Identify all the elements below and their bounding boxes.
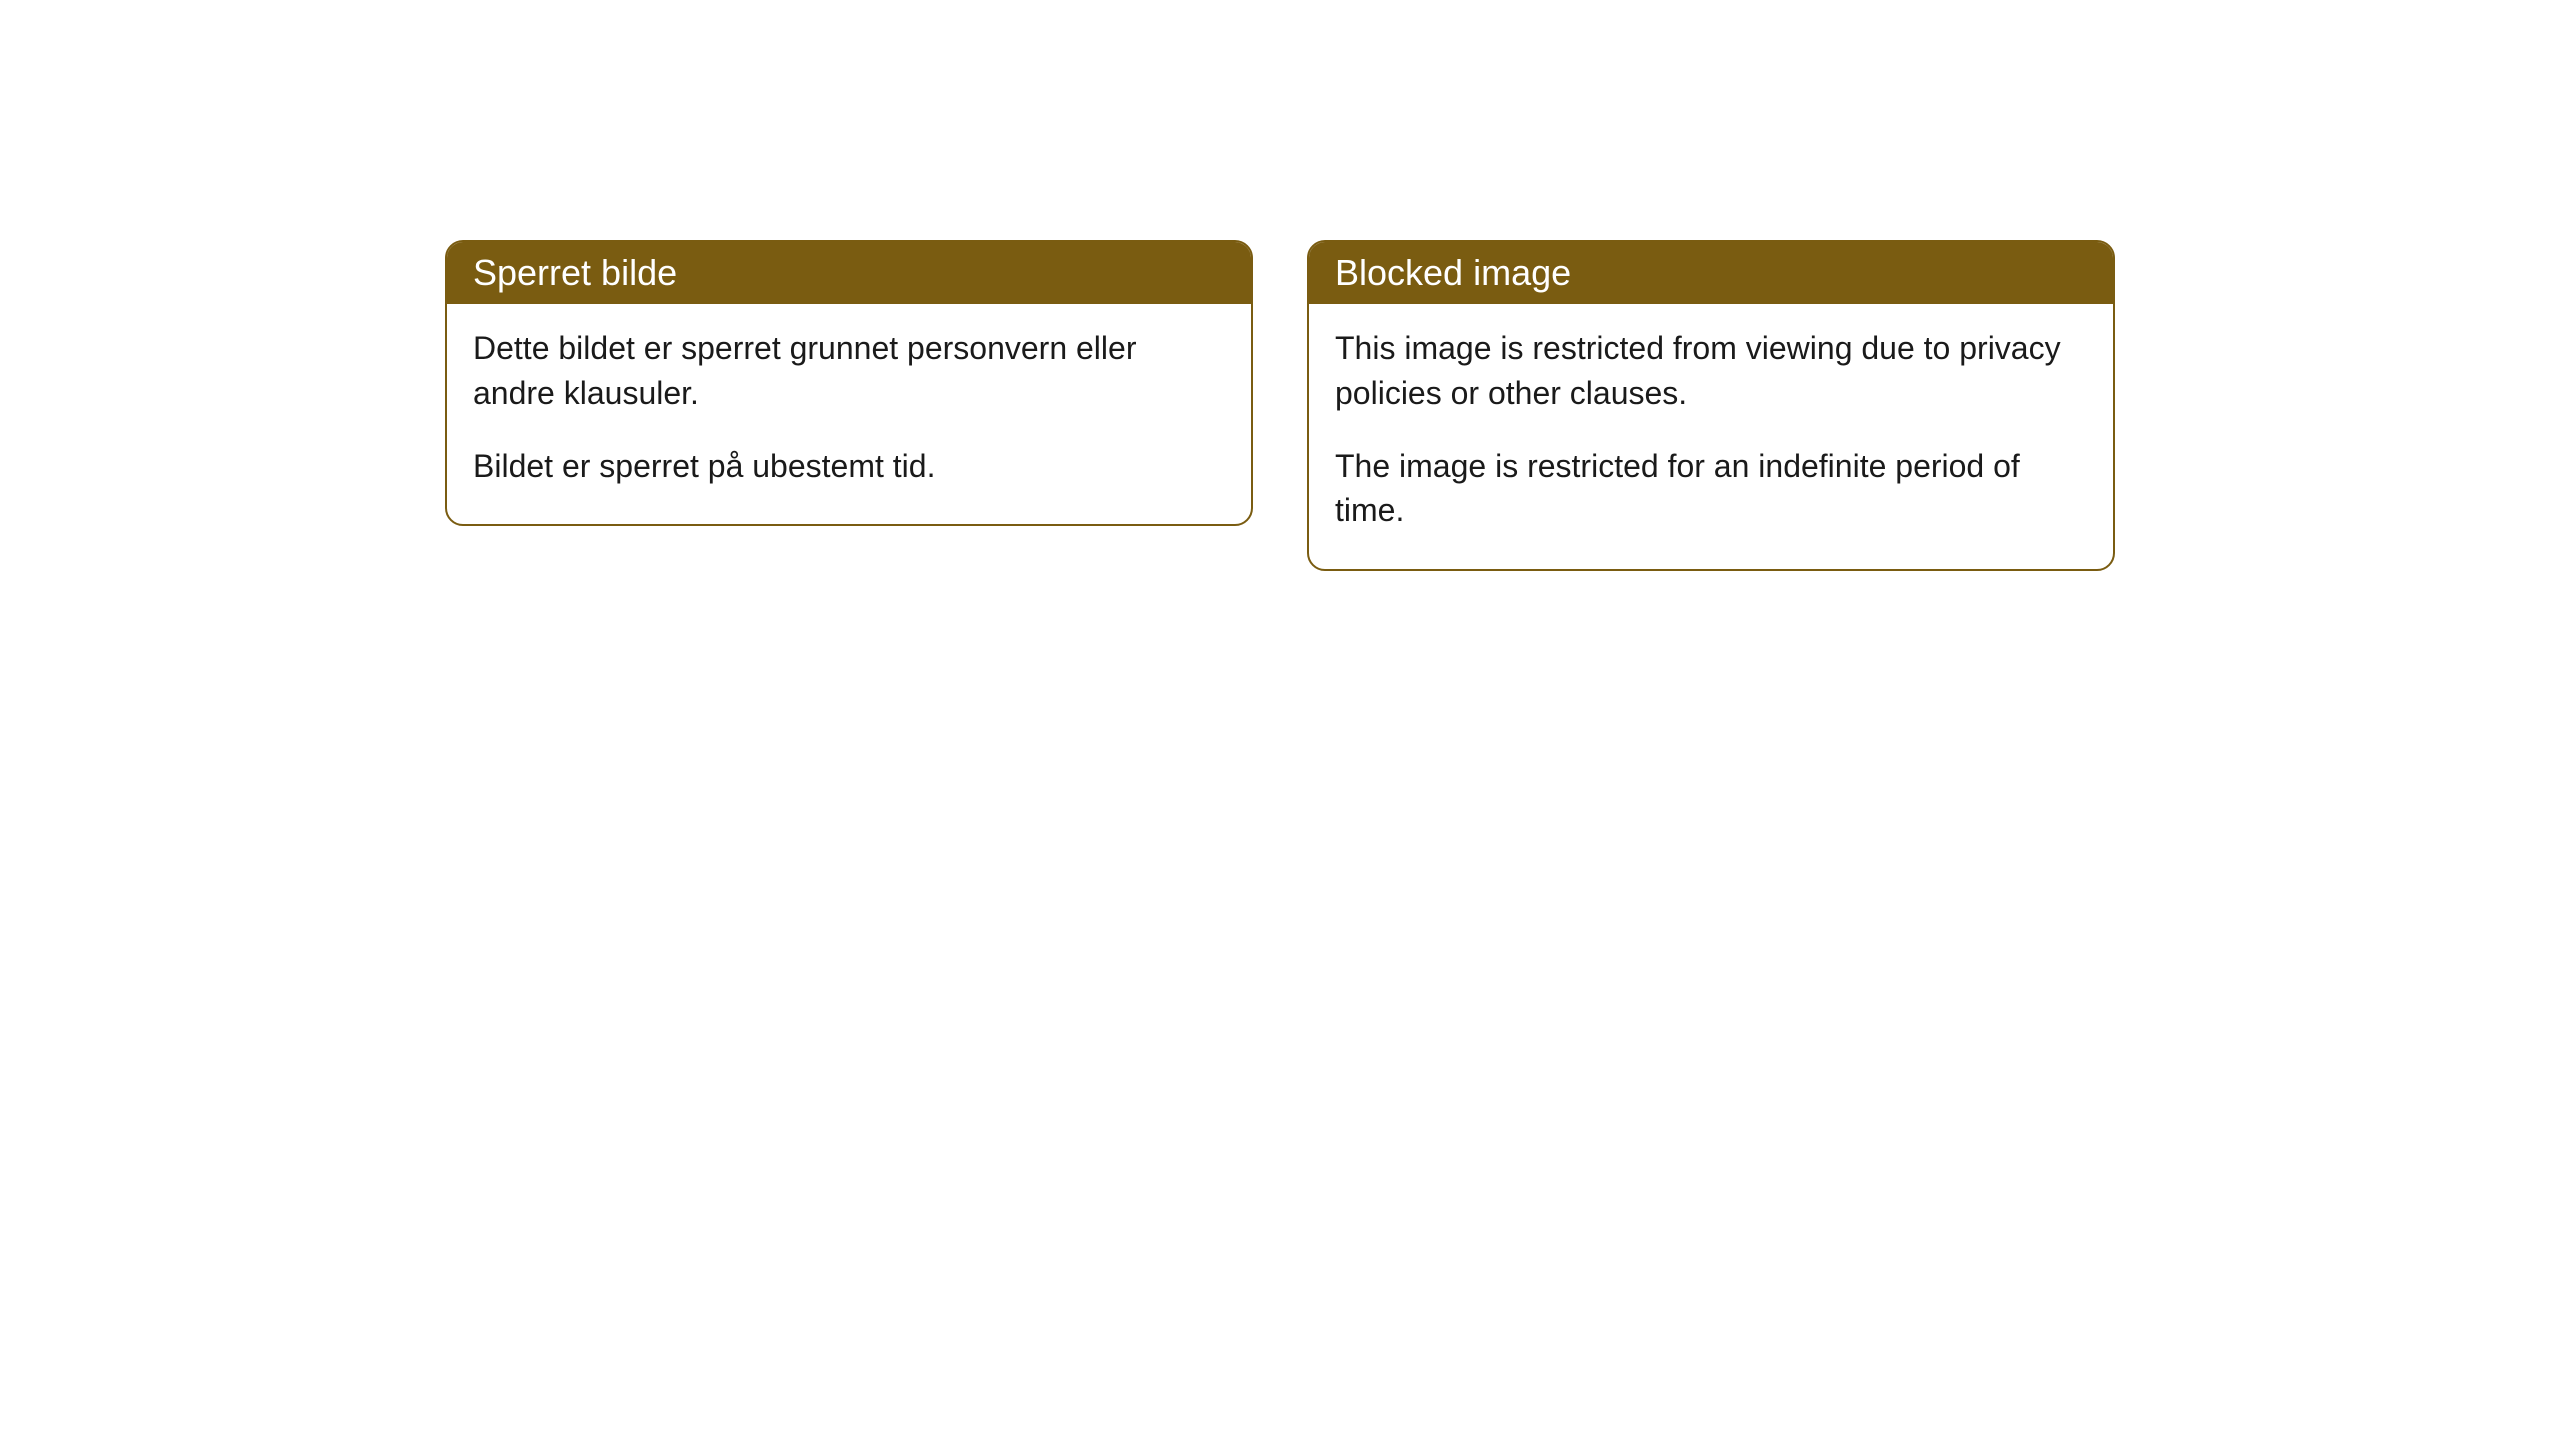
notice-text-line1-en: This image is restricted from viewing du… xyxy=(1335,326,2087,416)
notice-body-norwegian: Dette bildet er sperret grunnet personve… xyxy=(447,304,1251,524)
notice-text-line2-no: Bildet er sperret på ubestemt tid. xyxy=(473,444,1225,489)
notice-body-english: This image is restricted from viewing du… xyxy=(1309,304,2113,569)
notice-header-english: Blocked image xyxy=(1309,242,2113,304)
notice-text-line2-en: The image is restricted for an indefinit… xyxy=(1335,444,2087,534)
blocked-image-notices: Sperret bilde Dette bildet er sperret gr… xyxy=(445,240,2115,1440)
notice-card-english: Blocked image This image is restricted f… xyxy=(1307,240,2115,571)
notice-card-norwegian: Sperret bilde Dette bildet er sperret gr… xyxy=(445,240,1253,526)
notice-header-norwegian: Sperret bilde xyxy=(447,242,1251,304)
notice-text-line1-no: Dette bildet er sperret grunnet personve… xyxy=(473,326,1225,416)
